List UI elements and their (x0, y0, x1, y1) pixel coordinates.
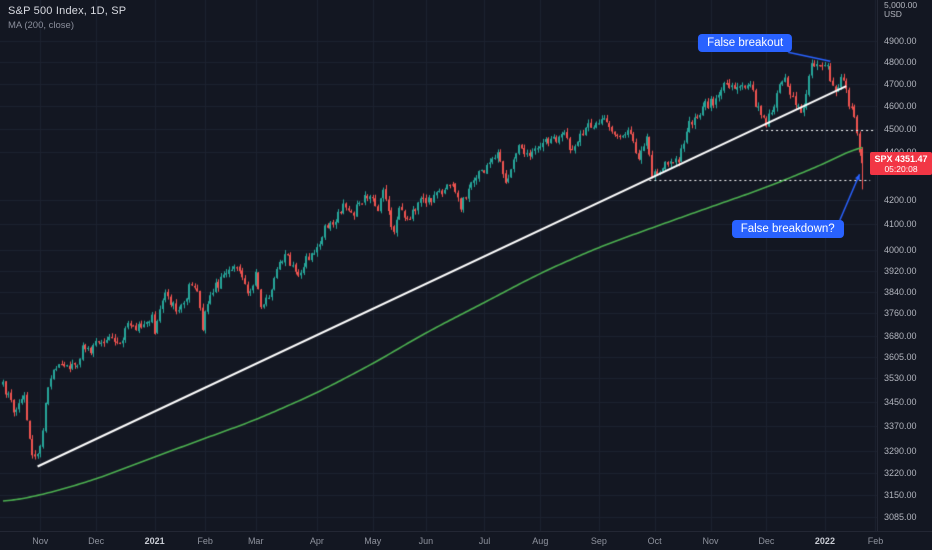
price-tick-label: 3370.00 (884, 421, 917, 432)
price-tick-label: 4700.00 (884, 78, 917, 89)
time-axis-month-label: Mar (247, 536, 264, 546)
time-axis-month-label: Dec (88, 536, 105, 546)
price-tick-label: 3920.00 (884, 265, 917, 276)
price-tick-label: 3530.00 (884, 373, 917, 384)
last-price-tag: SPX 4351.47 05:20:08 (870, 152, 932, 176)
price-tick-label: 3680.00 (884, 330, 917, 341)
time-axis-month-label: Oct (647, 536, 662, 546)
time-axis-year-label: 2022 (814, 536, 835, 546)
price-tick-label: 3150.00 (884, 490, 917, 501)
price-chart-canvas[interactable] (0, 0, 878, 532)
chart-legend: S&P 500 Index, 1D, SP MA (200, close) (8, 5, 126, 31)
price-tick-label: 3605.00 (884, 351, 917, 362)
price-tick-label: 4800.00 (884, 57, 917, 68)
time-axis-month-label: Dec (758, 536, 775, 546)
price-tag-countdown: 05:20:08 (884, 164, 918, 175)
time-axis-month-label: Nov (702, 536, 719, 546)
price-tick-label: 3840.00 (884, 286, 917, 297)
time-axis-month-label: Apr (309, 536, 324, 546)
price-tick-label: 3760.00 (884, 308, 917, 319)
time-axis-month-label: Jul (478, 536, 491, 546)
price-tick-label: 4100.00 (884, 219, 917, 230)
symbol-title[interactable]: S&P 500 Index, 1D, SP (8, 5, 127, 17)
price-axis[interactable]: 5,000.00 USD 4900.00 4800.00 4700.00 4600.0… (877, 0, 932, 532)
price-tick-label: 4200.00 (884, 194, 917, 205)
time-axis-month-label: Jun (418, 536, 434, 546)
time-axis-month-label: Aug (532, 536, 549, 546)
price-tick-label: 3085.00 (884, 511, 917, 522)
price-axis-currency-label: USD (884, 9, 902, 19)
price-tick-label: 4900.00 (884, 36, 917, 47)
price-tag-value: 4351.47 (894, 154, 928, 165)
time-axis-year-label: 2021 (144, 536, 165, 546)
price-tick-label: 4500.00 (884, 123, 917, 134)
time-axis[interactable]: Nov Dec 2021 Feb Mar Apr May Jun Jul Aug Sep Oct Nov… (0, 531, 932, 550)
price-tick-label: 3450.00 (884, 396, 917, 407)
indicator-label[interactable]: MA (200, close) (8, 20, 74, 31)
price-tick-label: 4000.00 (884, 244, 917, 255)
time-axis-month-label: Nov (32, 536, 49, 546)
price-axis-top-note: 5,000.00 USD (884, 1, 917, 19)
time-axis-month-label: May (364, 536, 382, 546)
price-tick-label: 3220.00 (884, 467, 917, 478)
callout-false-breakout[interactable]: False breakout (698, 34, 793, 53)
time-axis-month-label: Feb (197, 536, 213, 546)
price-tick-label: 4400.00 (884, 147, 917, 157)
time-axis-month-label: Sep (590, 536, 607, 546)
price-axis-top-value: 5,000.00 (884, 0, 918, 10)
price-tick-label: 3290.00 (884, 445, 917, 456)
price-tick-label: 4600.00 (884, 101, 917, 112)
time-axis-month-label: Feb (867, 536, 884, 546)
price-tag-symbol: SPX (874, 154, 893, 165)
callout-false-breakdown[interactable]: False breakdown? (731, 220, 844, 239)
